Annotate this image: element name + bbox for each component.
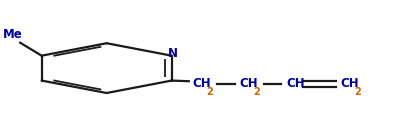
Text: CH: CH xyxy=(193,77,211,90)
Text: CH: CH xyxy=(239,77,258,90)
Text: CH: CH xyxy=(286,77,305,90)
Text: 2: 2 xyxy=(206,87,213,97)
Text: N: N xyxy=(168,47,178,60)
Text: Me: Me xyxy=(3,28,23,41)
Text: 2: 2 xyxy=(253,87,260,97)
Text: 2: 2 xyxy=(354,87,361,97)
Text: CH: CH xyxy=(340,77,359,90)
